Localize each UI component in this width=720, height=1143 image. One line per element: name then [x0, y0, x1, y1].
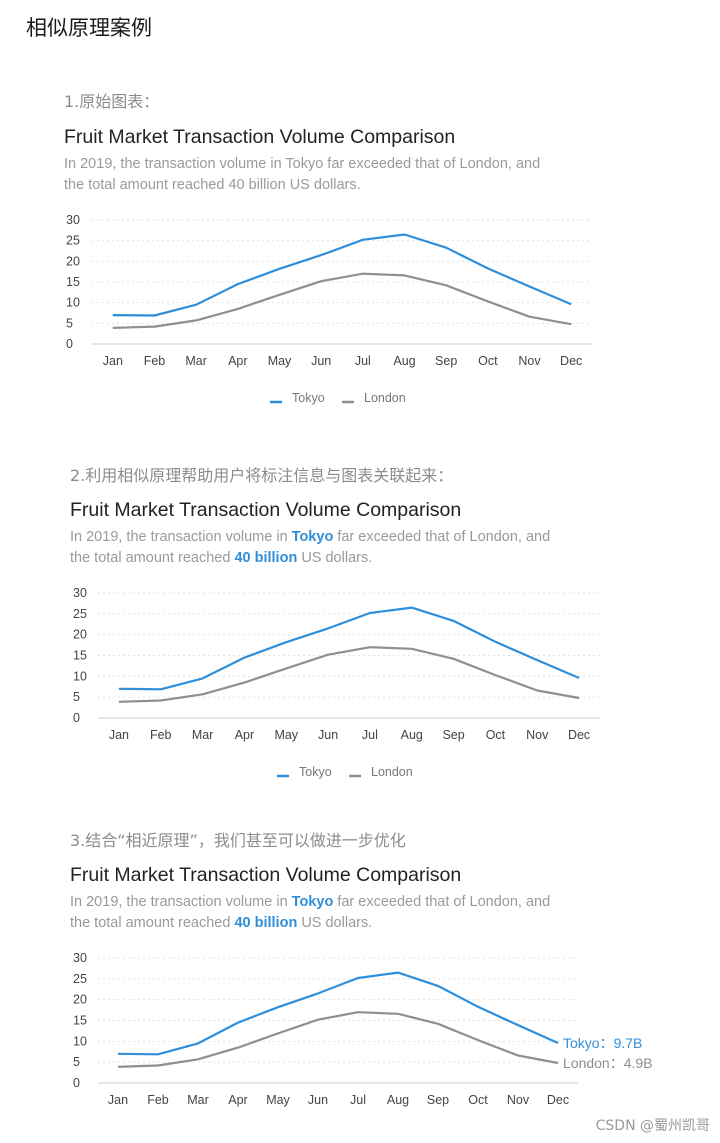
- x-tick-label: Jun: [318, 728, 338, 742]
- y-tick-label: 25: [66, 234, 80, 248]
- legend-label-tokyo: Tokyo: [299, 765, 332, 779]
- page-heading: 相似原理案例: [26, 16, 152, 40]
- section-label: 3.结合“相近原理”，我们甚至可以做进一步优化: [70, 831, 406, 850]
- chart-title: Fruit Market Transaction Volume Comparis…: [70, 499, 462, 521]
- y-tick-label: 30: [73, 586, 87, 600]
- y-tick-label: 5: [73, 690, 80, 704]
- x-tick-label: Feb: [147, 1093, 169, 1107]
- legend-label-london: London: [371, 765, 413, 779]
- x-tick-label: Nov: [507, 1093, 530, 1107]
- y-tick-label: 10: [73, 669, 87, 683]
- x-tick-label: Dec: [547, 1093, 569, 1107]
- x-tick-label: Aug: [387, 1093, 409, 1107]
- chart-title: Fruit Market Transaction Volume Comparis…: [64, 126, 456, 148]
- x-tick-label: May: [274, 728, 298, 742]
- line-chart: 0 5 10 15 20 25 30 Jan Feb Mar Apr May Jun Jul Aug Sep O…: [66, 213, 592, 405]
- x-tick-label: Dec: [560, 354, 582, 368]
- y-tick-label: 15: [66, 275, 80, 289]
- y-tick-label: 30: [73, 951, 87, 965]
- subtitle-line-1: In 2019, the transaction volume in Tokyo…: [70, 529, 551, 545]
- series-line-london: [117, 1011, 559, 1068]
- y-tick-label: 15: [73, 1014, 87, 1028]
- y-tick-label: 20: [66, 254, 80, 268]
- highlight-tokyo: Tokyo: [291, 529, 334, 545]
- x-tick-label: Aug: [401, 728, 423, 742]
- x-tick-label: Apr: [235, 728, 254, 742]
- series-line-london: [112, 272, 572, 329]
- y-tick-label: 25: [73, 607, 87, 621]
- chart-subtitle: In 2019, the transaction volume in Tokyo…: [70, 892, 550, 934]
- x-tick-label: Jun: [308, 1093, 328, 1107]
- x-tick-label: Feb: [144, 354, 166, 368]
- x-tick-label: Jul: [355, 354, 371, 368]
- y-tick-label: 25: [73, 972, 87, 986]
- y-tick-label: 10: [73, 1034, 87, 1048]
- x-tick-label: Sep: [435, 354, 457, 368]
- x-tick-label: Apr: [228, 354, 247, 368]
- y-tick-label: 30: [66, 213, 80, 227]
- x-tick-label: Apr: [228, 1093, 247, 1107]
- chart-subtitle: In 2019, the transaction volume in Tokyo…: [70, 527, 550, 569]
- x-tick-label: Jul: [350, 1093, 366, 1107]
- x-tick-label: May: [268, 354, 292, 368]
- x-tick-label: Jan: [108, 1093, 128, 1107]
- x-tick-label: Nov: [518, 354, 541, 368]
- section-label: 2.利用相似原理帮助用户将标注信息与图表关联起来：: [70, 466, 454, 485]
- y-tick-label: 0: [73, 711, 80, 725]
- series-line-tokyo: [118, 606, 580, 691]
- subtitle-line-1: In 2019, the transaction volume in Tokyo…: [70, 894, 551, 910]
- chart-title: Fruit Market Transaction Volume Comparis…: [70, 864, 462, 886]
- highlight-amount: 40 billion: [234, 550, 298, 566]
- x-tick-label: Aug: [393, 354, 415, 368]
- y-tick-label: 15: [73, 649, 87, 663]
- y-tick-label: 0: [66, 337, 73, 351]
- x-tick-label: Mar: [187, 1093, 209, 1107]
- x-tick-label: Sep: [427, 1093, 449, 1107]
- subtitle-line-1: In 2019, the transaction volume in Tokyo…: [64, 156, 541, 172]
- chart-subtitle: In 2019, the transaction volume in Tokyo…: [64, 154, 540, 196]
- x-tick-label: May: [266, 1093, 290, 1107]
- x-tick-label: Mar: [192, 728, 214, 742]
- x-tick-label: Mar: [185, 354, 207, 368]
- x-tick-label: Jan: [103, 354, 123, 368]
- x-tick-label: Oct: [468, 1093, 488, 1107]
- x-tick-label: Feb: [150, 728, 172, 742]
- highlight-amount: 40 billion: [234, 915, 298, 931]
- x-tick-label: Dec: [568, 728, 590, 742]
- watermark: CSDN @蜀州凯哥: [595, 1118, 710, 1134]
- series-line-tokyo: [117, 971, 559, 1056]
- x-tick-label: Oct: [478, 354, 498, 368]
- y-tick-label: 10: [66, 296, 80, 310]
- series-line-tokyo: [112, 233, 572, 317]
- x-tick-label: Jan: [109, 728, 129, 742]
- subtitle-line-2: the total amount reached 40 billion US d…: [70, 550, 373, 566]
- y-tick-label: 5: [66, 316, 73, 330]
- end-label-tokyo: Tokyo：9.7B: [563, 1035, 642, 1051]
- line-chart: 0 5 10 15 20 25 30 Jan Feb Mar Apr May Jun Jul Aug Sep O…: [73, 586, 600, 779]
- legend-label-tokyo: Tokyo: [292, 391, 325, 405]
- x-tick-label: Oct: [486, 728, 506, 742]
- legend-label-london: London: [364, 391, 406, 405]
- y-tick-label: 5: [73, 1055, 80, 1069]
- section-label: 1.原始图表：: [64, 92, 160, 111]
- x-tick-label: Nov: [526, 728, 549, 742]
- x-tick-label: Jul: [362, 728, 378, 742]
- x-tick-label: Sep: [442, 728, 464, 742]
- subtitle-line-2: the total amount reached 40 billion US d…: [70, 915, 373, 931]
- y-tick-label: 20: [73, 993, 87, 1007]
- end-label-london: London：4.9B: [563, 1055, 653, 1071]
- series-line-london: [118, 646, 580, 703]
- x-tick-label: Jun: [311, 354, 331, 368]
- highlight-tokyo: Tokyo: [291, 894, 334, 910]
- y-tick-label: 20: [73, 628, 87, 642]
- subtitle-line-2: the total amount reached 40 billion US d…: [64, 177, 361, 193]
- y-tick-label: 0: [73, 1076, 80, 1090]
